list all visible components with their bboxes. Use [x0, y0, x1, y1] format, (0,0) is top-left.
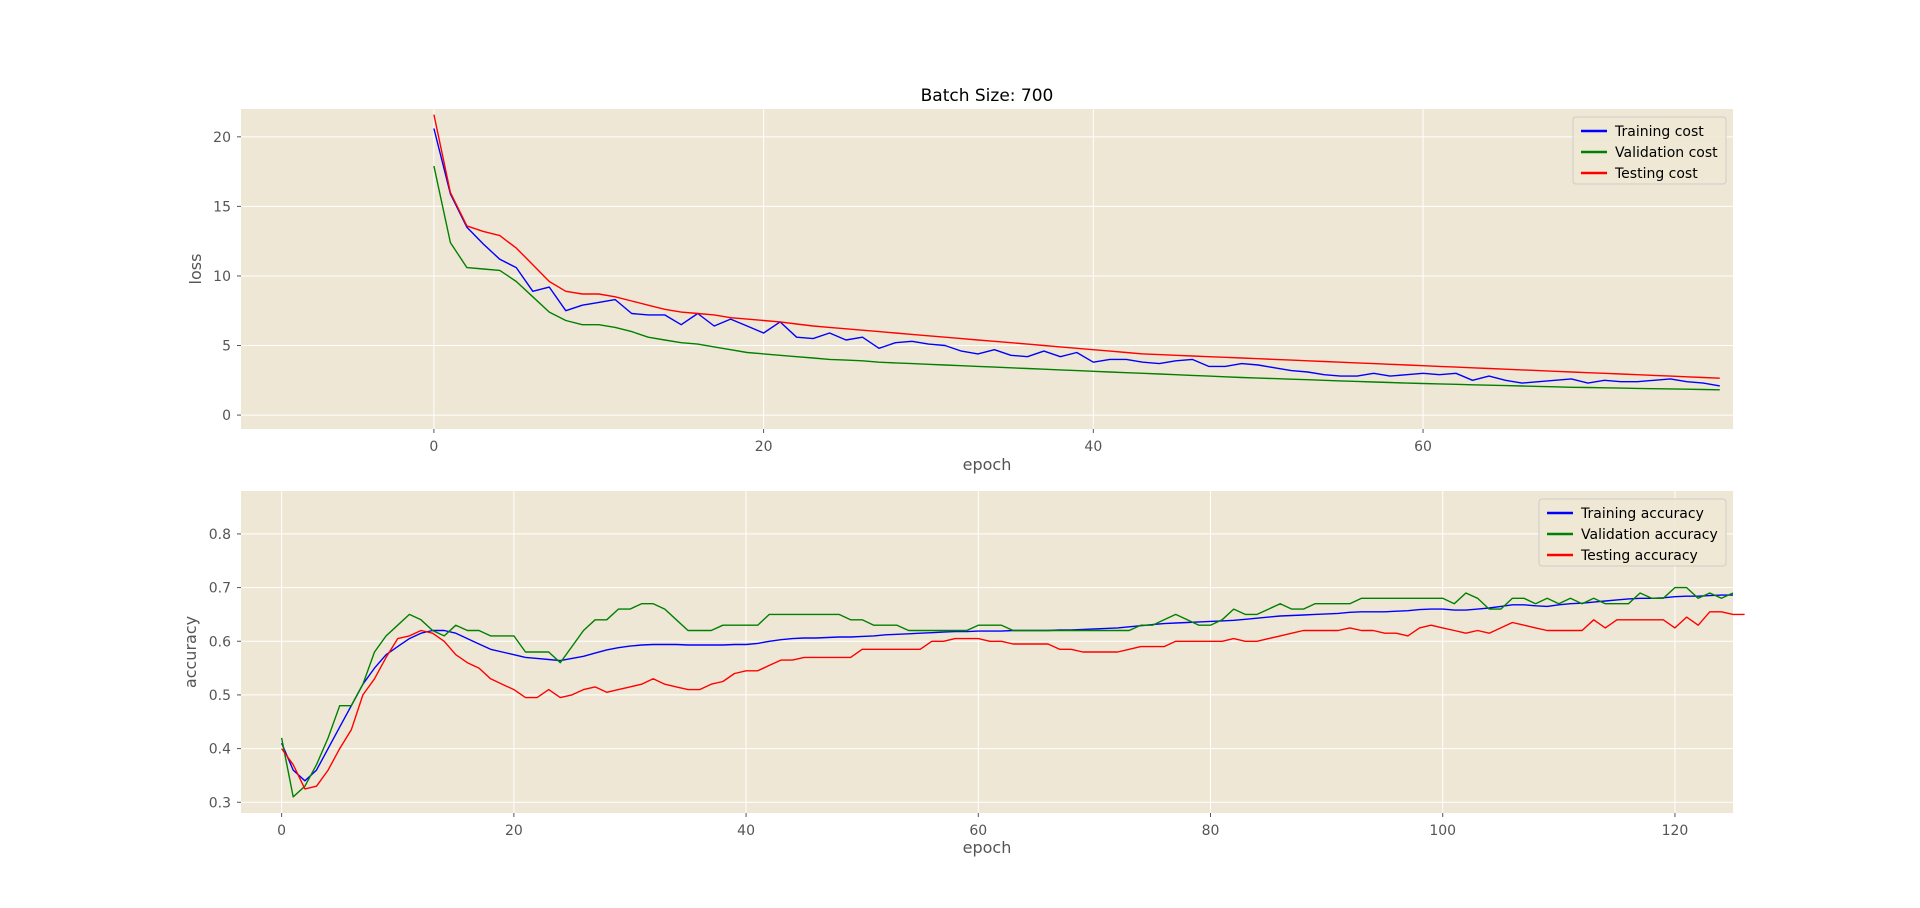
- accuracy-ticks: 0 20 40 60 80 100 120 0.3 0.4 0.5 0.6 0.7 0.8: [209, 527, 1689, 839]
- legend-label-validation-accuracy: Validation accuracy: [1581, 527, 1718, 543]
- series-line-training-cost: [433, 128, 1720, 387]
- loss-grid: [241, 109, 1733, 429]
- accuracy-x-tick-label: 40: [737, 823, 755, 839]
- series-line-testing-accuracy: [281, 611, 1745, 790]
- accuracy-x-tick-label: 60: [969, 823, 987, 839]
- loss-y-tick-label: 15: [213, 199, 231, 215]
- accuracy-plot-area: [241, 491, 1733, 813]
- accuracy-y-tick-label: 0.7: [209, 581, 231, 597]
- accuracy-x-tick-label: 80: [1202, 823, 1220, 839]
- loss-x-tick-label: 40: [1084, 439, 1102, 455]
- loss-x-tick-label: 60: [1414, 439, 1432, 455]
- loss-series: [433, 114, 1720, 391]
- accuracy-y-tick-label: 0.5: [209, 688, 231, 704]
- accuracy-x-tick-label: 100: [1429, 823, 1456, 839]
- series-line-validation-accuracy: [280, 586, 1734, 798]
- legend-label-training-accuracy: Training accuracy: [1580, 506, 1704, 522]
- loss-ticks: 0 20 40 60 0 5 10 15 20: [213, 130, 1432, 455]
- accuracy-y-axis-label: accuracy: [181, 616, 200, 688]
- series-line-training-accuracy: [280, 594, 1733, 782]
- legend-label-validation-cost: Validation cost: [1615, 145, 1718, 161]
- loss-y-tick-label: 0: [222, 408, 231, 424]
- loss-x-tick-label: 0: [429, 439, 438, 455]
- accuracy-x-tick-label: 0: [277, 823, 286, 839]
- accuracy-y-tick-label: 0.3: [209, 795, 231, 811]
- accuracy-y-tick-label: 0.6: [209, 634, 231, 650]
- chart-title: Batch Size: 700: [921, 86, 1054, 106]
- loss-y-axis-label: loss: [186, 254, 205, 285]
- legend-label-testing-cost: Testing cost: [1614, 166, 1698, 182]
- loss-subplot: 0 20 40 60 0 5 10 15 20 Batch Size: 700 epoch lo…: [186, 86, 1733, 474]
- legend-label-training-cost: Training cost: [1614, 124, 1704, 140]
- loss-legend-box: [1572, 116, 1727, 185]
- loss-x-axis-label: epoch: [963, 455, 1012, 474]
- accuracy-legend: Training accuracy Validation accuracy Te…: [1538, 498, 1727, 567]
- accuracy-legend-box: [1538, 498, 1727, 567]
- accuracy-y-tick-label: 0.4: [209, 742, 231, 758]
- accuracy-y-tick-label: 0.8: [209, 527, 231, 543]
- loss-x-tick-label: 20: [755, 439, 773, 455]
- series-line-testing-cost: [433, 114, 1720, 379]
- loss-y-tick-label: 10: [213, 269, 231, 285]
- loss-legend: Training cost Validation cost Testing co…: [1572, 116, 1727, 185]
- legend-label-testing-accuracy: Testing accuracy: [1580, 548, 1698, 564]
- loss-y-tick-label: 20: [213, 130, 231, 146]
- accuracy-x-tick-label: 20: [505, 823, 523, 839]
- loss-y-tick-label: 5: [222, 339, 231, 355]
- accuracy-x-tick-label: 120: [1662, 823, 1689, 839]
- accuracy-x-axis-label: epoch: [963, 838, 1012, 857]
- series-line-validation-cost: [433, 165, 1720, 391]
- accuracy-series: [280, 586, 1745, 798]
- accuracy-grid: [241, 491, 1733, 813]
